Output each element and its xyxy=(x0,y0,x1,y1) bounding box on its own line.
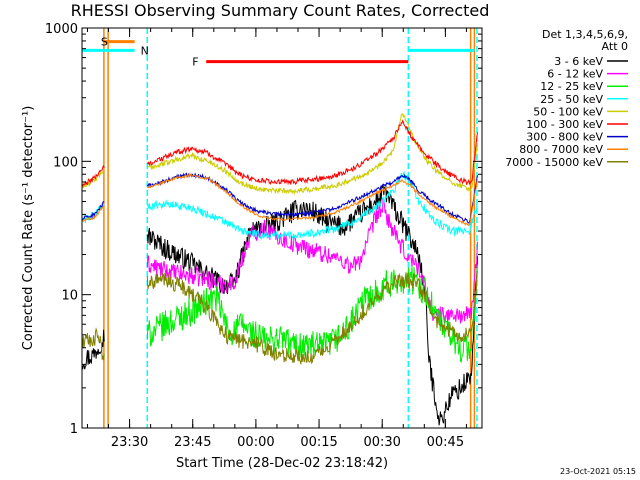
legend-label-8: 800 - 7000 keV xyxy=(519,143,603,156)
series-line-6 xyxy=(81,119,478,187)
series-line-5 xyxy=(81,112,478,196)
legend-label-6: 100 - 300 keV xyxy=(526,118,603,131)
y-tick-label-2: 10 xyxy=(61,289,78,304)
x-tick-label-4: 00:15 xyxy=(300,435,337,450)
x-tick-label-6: 00:45 xyxy=(427,435,464,450)
legend-header-2: Att 0 xyxy=(602,40,628,53)
legend-header-1: Det 1,3,4,5,6,9, xyxy=(542,28,628,41)
chart-title: RHESSI Observing Summary Count Rates, Co… xyxy=(71,1,490,20)
legend-label-4: 25 - 50 keV xyxy=(540,93,603,106)
footer-timestamp: 23-Oct-2021 05:15 xyxy=(560,467,636,476)
series-line-3 xyxy=(146,264,478,364)
y-tick-label-4: 1000 xyxy=(45,22,78,37)
x-tick-label-1: 23:30 xyxy=(111,435,148,450)
legend-label-3: 12 - 25 keV xyxy=(540,80,603,93)
night-flag-label: N xyxy=(141,44,149,57)
legend-label-9: 7000 - 15000 keV xyxy=(505,156,603,169)
x-tick-label-3: 00:00 xyxy=(237,435,274,450)
legend-label-5: 50 - 100 keV xyxy=(533,105,603,118)
flare-flag-label: F xyxy=(192,56,198,69)
series-layer xyxy=(81,112,478,426)
legend-label-7: 300 - 800 keV xyxy=(526,131,603,144)
axes-layer: 1 10 100 1000 23:30 23:45 00:00 00:15 00:30 00:45 xyxy=(45,22,483,450)
x-axis-label: Start Time (28-Dec-02 23:18:42) xyxy=(176,456,388,471)
plot-frame xyxy=(81,27,483,429)
legend-label-1: 3 - 6 keV xyxy=(554,55,603,68)
saa-flag-label: S xyxy=(101,36,108,49)
y-tick-label-1: 1 xyxy=(70,422,78,437)
legend-label-2: 6 - 12 keV xyxy=(547,68,603,81)
x-tick-label-2: 23:45 xyxy=(174,435,211,450)
y-tick-label-3: 100 xyxy=(53,155,78,170)
series-line-2 xyxy=(146,198,478,325)
y-axis-label: Corrected Count Rate (s⁻¹ detector⁻¹) xyxy=(21,106,36,351)
series-line-8 xyxy=(81,172,478,227)
series-line-9 xyxy=(81,271,478,365)
x-tick-label-5: 00:30 xyxy=(363,435,400,450)
series-line-7 xyxy=(81,172,478,224)
